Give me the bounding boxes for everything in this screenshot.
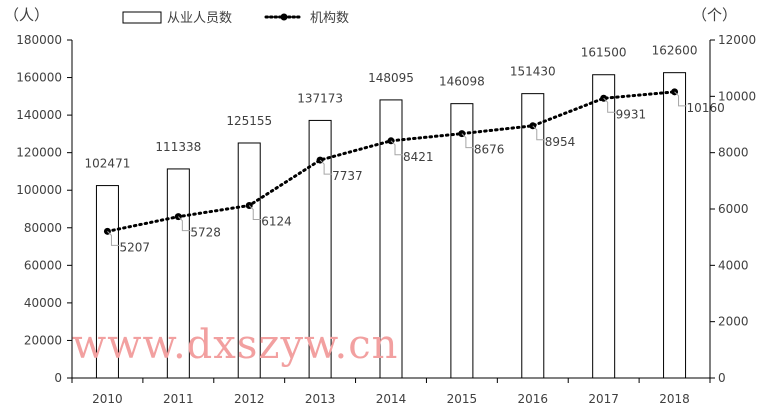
bar-value-label: 146098 xyxy=(439,75,485,89)
right-tick-label: 6000 xyxy=(718,202,749,216)
legend: 从业人员数 机构数 xyxy=(122,11,349,26)
legend-bar-label: 从业人员数 xyxy=(167,11,232,26)
line-label-leader xyxy=(319,159,333,175)
right-tick-label: 8000 xyxy=(718,146,749,160)
left-tick-label: 40000 xyxy=(24,296,62,310)
left-tick-label: 120000 xyxy=(16,146,62,160)
bar-data-labels: 102471 111338 125155 137173 148095 146098 1514… xyxy=(85,44,698,171)
x-tick-label: 2018 xyxy=(659,392,690,406)
left-tick-label: 100000 xyxy=(16,183,62,197)
line-label-leader xyxy=(107,230,120,246)
bar-value-label: 161500 xyxy=(581,46,627,60)
right-tick-label: 2000 xyxy=(718,315,749,329)
right-tick-label: 0 xyxy=(718,371,726,385)
bar xyxy=(450,103,474,379)
right-tick-label: 12000 xyxy=(718,33,756,47)
x-tick-label: 2012 xyxy=(234,392,265,406)
line-label-leader xyxy=(674,91,687,107)
line-value-label: 5207 xyxy=(119,240,150,254)
axes: 0200004000060000800001000001200001400001… xyxy=(16,33,756,406)
x-tick-label: 2010 xyxy=(92,392,123,406)
left-tick-label: 180000 xyxy=(16,33,62,47)
right-tick-label: 10000 xyxy=(718,89,756,103)
bar-value-label: 151430 xyxy=(510,65,556,79)
left-tick-label: 0 xyxy=(54,371,62,385)
left-tick-label: 160000 xyxy=(16,71,62,85)
left-tick-label: 140000 xyxy=(16,108,62,122)
line-label-leader xyxy=(177,216,191,232)
watermark: www.dxszyw.cn xyxy=(72,322,398,368)
bar xyxy=(308,119,332,379)
line-label-leader xyxy=(390,140,403,156)
line-label-leader xyxy=(248,205,262,221)
left-tick-label: 80000 xyxy=(24,221,62,235)
right-tick-label: 4000 xyxy=(718,258,749,272)
line-label-leader xyxy=(603,97,616,113)
bar-value-label: 111338 xyxy=(155,140,201,154)
right-axis-unit: （个） xyxy=(692,6,737,24)
line-value-label: 8676 xyxy=(474,143,505,157)
line-value-label: 7737 xyxy=(332,169,363,183)
x-tick-label: 2016 xyxy=(518,392,549,406)
line-label-leader xyxy=(461,133,474,149)
bar xyxy=(95,185,119,379)
bar xyxy=(663,72,687,379)
line-value-label: 10160 xyxy=(687,101,725,115)
x-tick-label: 2011 xyxy=(163,392,194,406)
legend-bar-swatch xyxy=(122,11,162,24)
left-tick-label: 20000 xyxy=(24,333,62,347)
x-tick-label: 2013 xyxy=(305,392,336,406)
left-axis-unit: （人） xyxy=(4,6,49,24)
x-tick-label: 2014 xyxy=(376,392,407,406)
bar xyxy=(166,168,190,379)
legend-line-label: 机构数 xyxy=(310,11,349,26)
line-value-label: 8954 xyxy=(545,135,576,149)
line-label-leader xyxy=(532,125,545,141)
line-value-label: 8421 xyxy=(403,150,434,164)
line-value-label: 6124 xyxy=(261,215,292,229)
line-data-labels: 5207 5728 6124 7737 8421 8676 8954 9931 10160 xyxy=(107,91,725,254)
bar xyxy=(592,74,616,379)
line-value-label: 5728 xyxy=(190,226,221,240)
bar-value-label: 137173 xyxy=(297,91,343,105)
bar xyxy=(521,93,545,379)
legend-line-marker xyxy=(280,13,288,21)
bar-value-label: 162600 xyxy=(652,44,698,58)
line-value-label: 9931 xyxy=(616,107,647,121)
bar-series xyxy=(95,72,687,379)
x-tick-label: 2017 xyxy=(588,392,619,406)
bar-value-label: 102471 xyxy=(85,157,131,171)
left-tick-label: 60000 xyxy=(24,258,62,272)
bar-value-label: 148095 xyxy=(368,71,414,85)
bar xyxy=(379,99,403,379)
x-tick-label: 2015 xyxy=(447,392,478,406)
bar-value-label: 125155 xyxy=(226,114,272,128)
